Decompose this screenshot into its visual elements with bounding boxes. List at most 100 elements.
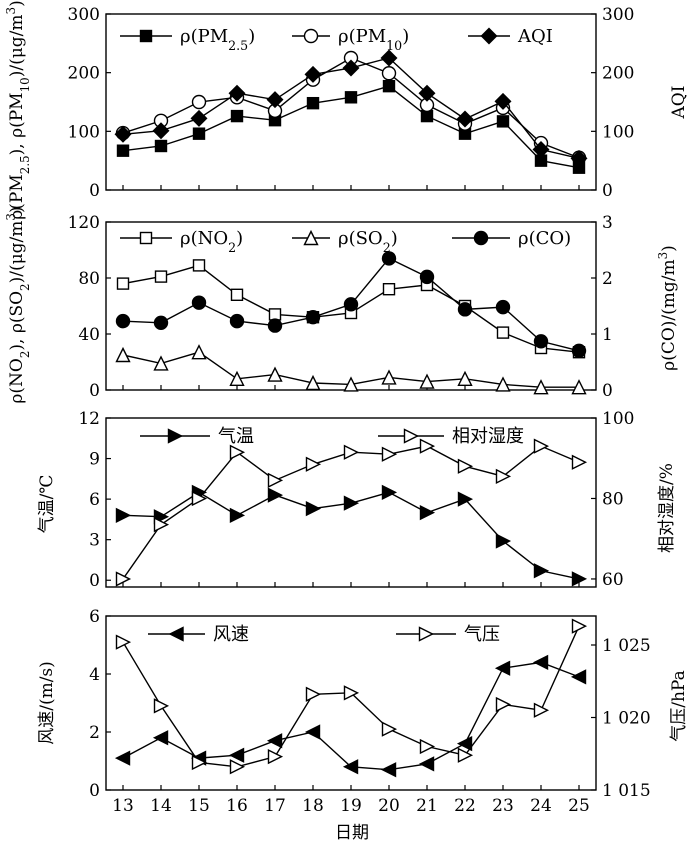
data-point — [190, 109, 208, 127]
series-pm-aqi-2 — [114, 49, 588, 167]
series-wind-pressure-1 — [115, 618, 588, 775]
y-tick-label-right: 1 020 — [602, 709, 651, 729]
data-point — [381, 251, 397, 266]
data-point — [381, 66, 397, 81]
data-point — [495, 468, 512, 484]
y-axis-title-left: ρ(NO2), ρ(SO2)/(μg/m3) — [4, 206, 32, 403]
legend-entry: 气温 — [140, 426, 254, 447]
data-point — [230, 109, 244, 123]
legend-label: 相对湿度 — [452, 426, 524, 447]
y-axis-title-left: 气温/℃ — [37, 475, 57, 534]
data-point — [230, 288, 244, 301]
data-point — [418, 84, 436, 102]
data-point — [494, 92, 512, 110]
y-tick-label-left: 3 — [89, 531, 100, 551]
legend-entry: 相对湿度 — [378, 426, 524, 447]
legend-label: 气压 — [464, 624, 500, 645]
y-tick-label-left: 4 — [89, 665, 100, 685]
legend-marker — [168, 626, 184, 642]
y-tick-label-left: 12 — [78, 409, 100, 429]
data-point — [533, 438, 550, 454]
y-axis-title-right: AQI — [669, 86, 689, 120]
y-axis-title-right: ρ(CO)/(mg/m3) — [656, 245, 679, 371]
data-point — [116, 144, 130, 157]
legend-label: AQI — [517, 26, 553, 47]
data-point — [228, 747, 245, 763]
data-point — [571, 379, 587, 395]
data-point — [495, 533, 512, 549]
data-point — [229, 370, 245, 386]
data-point — [571, 454, 588, 470]
data-point — [380, 49, 398, 67]
data-point — [382, 283, 396, 296]
x-tick-label: 21 — [416, 796, 438, 816]
y-tick-label-left: 120 — [68, 213, 100, 233]
data-point — [457, 370, 473, 386]
y-tick-label-left: 6 — [89, 490, 100, 510]
y-tick-label-left: 2 — [89, 723, 100, 743]
data-point — [456, 735, 473, 752]
x-axis-title: 日期 — [335, 823, 369, 843]
y-tick-label-left: 0 — [89, 181, 100, 201]
data-point — [115, 313, 131, 329]
y-axis-title-left: 风速/(m/s) — [37, 661, 57, 745]
panel-pm-aqi: 0 100 200 300 0 100 200 300 ρ(PM2.5), ρ(PM10)/(μ… — [4, 0, 689, 219]
data-point — [343, 376, 359, 392]
data-point — [153, 315, 169, 330]
y-tick-label-left: 0 — [89, 381, 100, 401]
y-tick-label-right: 300 — [602, 5, 634, 25]
y-tick-label-left: 200 — [68, 64, 100, 84]
data-point — [267, 472, 284, 489]
data-point — [494, 660, 511, 676]
series-temp-humidity-0 — [115, 484, 588, 587]
y-tick-label-left: 0 — [89, 571, 100, 591]
data-point — [153, 355, 169, 371]
legend-entry: 风速 — [148, 624, 249, 645]
data-point — [192, 127, 206, 140]
data-point — [306, 96, 320, 110]
data-point — [229, 444, 246, 460]
data-point — [495, 696, 512, 713]
data-point — [381, 446, 398, 462]
data-point — [419, 373, 435, 389]
y-tick-label-left: 6 — [89, 607, 100, 627]
x-tick-label: 18 — [302, 796, 324, 816]
data-point — [305, 500, 322, 517]
series-pm-aqi-0 — [116, 79, 586, 174]
data-point — [420, 109, 434, 123]
data-point — [533, 379, 549, 395]
data-point — [305, 374, 321, 391]
data-point — [153, 516, 170, 533]
y-tick-label-right: 60 — [602, 570, 624, 590]
data-point — [115, 507, 132, 523]
x-tick-label: 19 — [340, 796, 362, 816]
data-point — [496, 326, 510, 339]
data-point — [532, 654, 549, 671]
legend-label: 风速 — [213, 624, 249, 645]
data-point — [191, 344, 207, 360]
x-tick-label: 23 — [492, 796, 514, 816]
data-point — [192, 259, 206, 272]
y-tick-label-left: 40 — [78, 325, 100, 345]
data-point — [267, 318, 283, 333]
data-point — [570, 669, 587, 685]
legend-marker — [139, 231, 153, 245]
data-point — [116, 277, 130, 290]
y-axis-title-right: 气压/hPa — [669, 670, 689, 742]
legend-marker — [480, 27, 498, 45]
data-point — [305, 310, 321, 325]
data-point — [342, 759, 359, 775]
y-tick-label-right: 100 — [602, 409, 634, 429]
y-tick-label-right: 1 015 — [602, 781, 651, 801]
series-line — [122, 445, 580, 580]
data-point — [532, 141, 550, 159]
data-point — [152, 122, 170, 140]
data-point — [115, 346, 131, 363]
legend-marker — [303, 229, 319, 246]
data-point — [228, 84, 246, 102]
y-tick-label-right: 1 025 — [602, 636, 651, 656]
x-tick-label: 20 — [378, 796, 400, 816]
legend-marker — [139, 29, 153, 43]
